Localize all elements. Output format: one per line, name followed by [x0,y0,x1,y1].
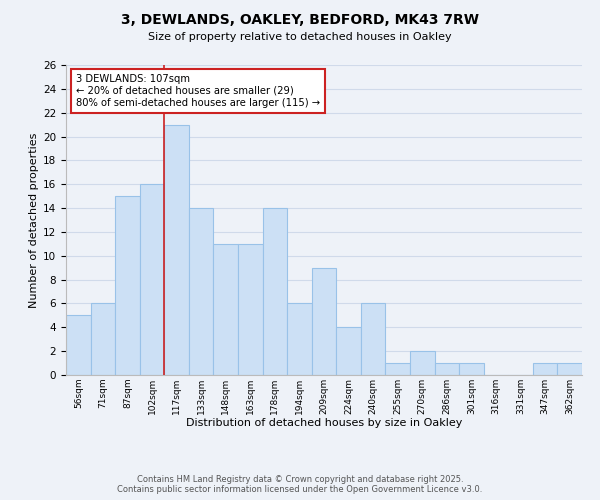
Bar [459,363,484,375]
Bar [263,208,287,375]
Bar [66,316,91,375]
Bar [361,304,385,375]
Bar [238,244,263,375]
Text: 3 DEWLANDS: 107sqm
← 20% of detached houses are smaller (29)
80% of semi-detache: 3 DEWLANDS: 107sqm ← 20% of detached hou… [76,74,320,108]
Text: Size of property relative to detached houses in Oakley: Size of property relative to detached ho… [148,32,452,42]
Y-axis label: Number of detached properties: Number of detached properties [29,132,39,308]
Bar [385,363,410,375]
Bar [91,304,115,375]
Bar [164,124,189,375]
Bar [214,244,238,375]
Bar [115,196,140,375]
Text: 3, DEWLANDS, OAKLEY, BEDFORD, MK43 7RW: 3, DEWLANDS, OAKLEY, BEDFORD, MK43 7RW [121,12,479,26]
Bar [434,363,459,375]
Bar [410,351,434,375]
Bar [312,268,336,375]
Text: Contains HM Land Registry data © Crown copyright and database right 2025.
Contai: Contains HM Land Registry data © Crown c… [118,474,482,494]
Bar [533,363,557,375]
Bar [557,363,582,375]
X-axis label: Distribution of detached houses by size in Oakley: Distribution of detached houses by size … [186,418,462,428]
Bar [140,184,164,375]
Bar [287,304,312,375]
Bar [189,208,214,375]
Bar [336,328,361,375]
